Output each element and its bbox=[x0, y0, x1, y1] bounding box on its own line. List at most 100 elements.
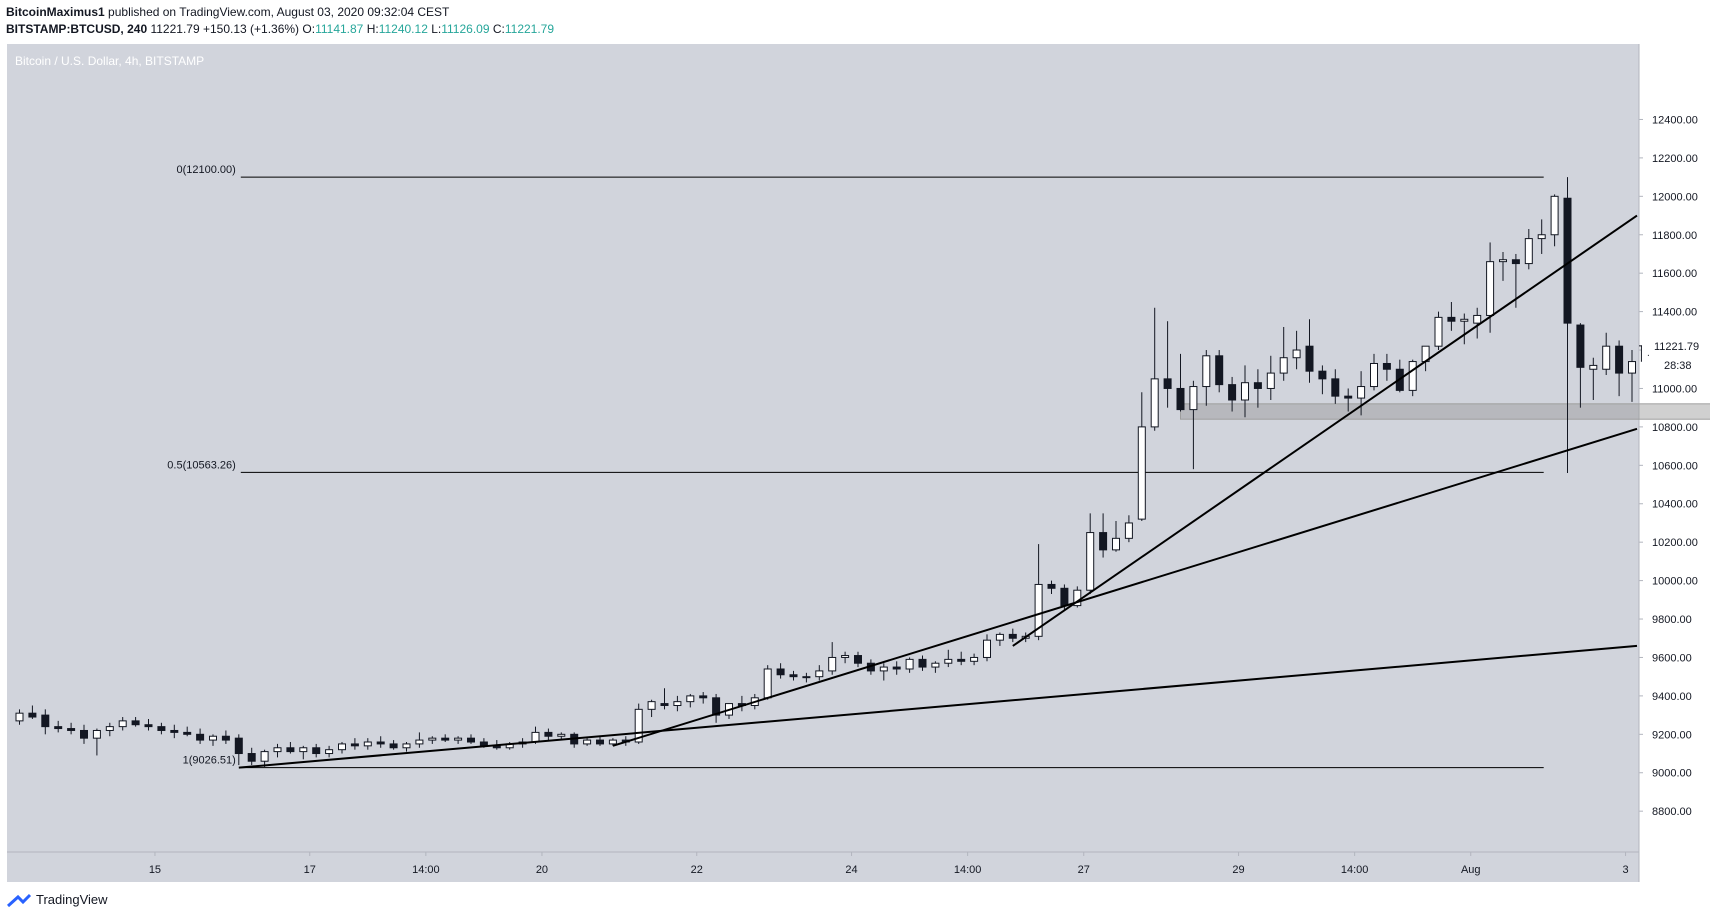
candle-bearish[interactable] bbox=[41, 709, 50, 735]
author-name[interactable]: BitcoinMaximus1 bbox=[6, 5, 105, 19]
candle-bearish[interactable] bbox=[854, 651, 862, 668]
candle-bearish[interactable] bbox=[183, 726, 192, 737]
candle-bullish[interactable] bbox=[879, 663, 888, 681]
candle-bullish[interactable] bbox=[1524, 228, 1533, 270]
candle-bullish[interactable] bbox=[15, 709, 24, 725]
tradingview-logo[interactable]: TradingView bbox=[6, 892, 108, 907]
candle-bullish[interactable] bbox=[970, 653, 979, 666]
candle-bullish[interactable] bbox=[454, 736, 463, 744]
candle-bullish[interactable] bbox=[931, 661, 940, 673]
candle-bullish[interactable] bbox=[1460, 313, 1469, 345]
candle-bullish[interactable] bbox=[260, 749, 269, 767]
candle-bullish[interactable] bbox=[1550, 194, 1559, 247]
candle-bullish[interactable] bbox=[802, 672, 811, 683]
candle-bullish[interactable] bbox=[1499, 252, 1507, 281]
candle-bullish[interactable] bbox=[1124, 515, 1133, 543]
candle-bullish[interactable] bbox=[1137, 392, 1146, 522]
candle-bearish[interactable] bbox=[234, 734, 243, 766]
candle-bearish[interactable] bbox=[892, 661, 901, 675]
candle-bearish[interactable] bbox=[544, 728, 553, 741]
candle-bullish[interactable] bbox=[647, 699, 656, 718]
candle-bullish[interactable] bbox=[209, 734, 217, 746]
candle-bearish[interactable] bbox=[1008, 628, 1017, 643]
candle-bullish[interactable] bbox=[325, 745, 334, 758]
candle-bearish[interactable] bbox=[712, 693, 721, 723]
candle-bearish[interactable] bbox=[286, 742, 295, 754]
candle-bearish[interactable] bbox=[441, 734, 450, 743]
candle-bearish[interactable] bbox=[1305, 319, 1314, 383]
candle-bearish[interactable] bbox=[699, 692, 708, 704]
candle-bullish[interactable] bbox=[1292, 330, 1301, 370]
candle-bullish[interactable] bbox=[1434, 311, 1443, 351]
candle-bearish[interactable] bbox=[1576, 323, 1585, 408]
candle-bearish[interactable] bbox=[170, 724, 179, 739]
candle-bearish[interactable] bbox=[1215, 350, 1224, 393]
candle-bullish[interactable] bbox=[815, 665, 824, 681]
candle-bearish[interactable] bbox=[1253, 369, 1262, 408]
candle-bearish[interactable] bbox=[196, 728, 205, 744]
candle-bearish[interactable] bbox=[131, 717, 140, 727]
candle-bullish[interactable] bbox=[363, 738, 372, 750]
candle-bearish[interactable] bbox=[789, 670, 798, 681]
candle-bearish[interactable] bbox=[596, 736, 604, 746]
candle-bullish[interactable] bbox=[118, 717, 127, 731]
candle-bullish[interactable] bbox=[1473, 307, 1482, 339]
candle-bullish[interactable] bbox=[1357, 371, 1366, 416]
candle-bullish[interactable] bbox=[763, 665, 772, 700]
candle-bearish[interactable] bbox=[1176, 353, 1185, 412]
candle-bullish[interactable] bbox=[402, 742, 411, 752]
candle-bullish[interactable] bbox=[105, 722, 114, 737]
candle-bearish[interactable] bbox=[389, 740, 398, 750]
candle-bullish[interactable] bbox=[1266, 355, 1275, 400]
candle-bearish[interactable] bbox=[1331, 369, 1340, 404]
trendline[interactable] bbox=[1012, 214, 1638, 647]
candle-bearish[interactable] bbox=[1047, 580, 1056, 595]
candle-bullish[interactable] bbox=[828, 642, 837, 675]
candle-bullish[interactable] bbox=[1086, 513, 1095, 595]
candle-bullish[interactable] bbox=[608, 738, 617, 746]
candle-bearish[interactable] bbox=[144, 718, 153, 731]
candle-bullish[interactable] bbox=[1034, 544, 1043, 641]
candle-bullish[interactable] bbox=[1202, 350, 1211, 406]
candle-bearish[interactable] bbox=[660, 688, 669, 710]
candle-bearish[interactable] bbox=[221, 730, 230, 744]
candle-bullish[interactable] bbox=[841, 651, 850, 664]
trendline[interactable] bbox=[612, 427, 1638, 747]
candle-bearish[interactable] bbox=[1228, 376, 1237, 412]
candle-bearish[interactable] bbox=[312, 743, 321, 758]
candle-bearish[interactable] bbox=[247, 747, 256, 766]
candle-bearish[interactable] bbox=[54, 720, 63, 733]
trendlines[interactable] bbox=[238, 214, 1638, 769]
candle-bearish[interactable] bbox=[67, 722, 76, 735]
candle-bullish[interactable] bbox=[1408, 359, 1417, 397]
candle-bearish[interactable] bbox=[1615, 340, 1624, 397]
candle-bullish[interactable] bbox=[1279, 326, 1288, 381]
candle-bullish[interactable] bbox=[1241, 365, 1249, 418]
candle-bearish[interactable] bbox=[776, 663, 785, 679]
candle-bullish[interactable] bbox=[1112, 521, 1120, 552]
candle-bearish[interactable] bbox=[350, 738, 359, 750]
candle-bearish[interactable] bbox=[1318, 365, 1327, 395]
candle-bearish[interactable] bbox=[1447, 302, 1456, 331]
candle-bullish[interactable] bbox=[673, 695, 682, 712]
candle-bearish[interactable] bbox=[1099, 513, 1108, 558]
candle-bullish[interactable] bbox=[415, 732, 424, 748]
candle-bullish[interactable] bbox=[299, 745, 308, 760]
candle-bearish[interactable] bbox=[918, 655, 927, 671]
candle-bullish[interactable] bbox=[1628, 350, 1636, 402]
candle-bullish[interactable] bbox=[983, 634, 991, 662]
candle-bullish[interactable] bbox=[1370, 353, 1378, 391]
candle-bullish[interactable] bbox=[1589, 357, 1598, 400]
candle-bearish[interactable] bbox=[1382, 353, 1391, 381]
candle-bearish[interactable] bbox=[376, 736, 385, 748]
candle-bearish[interactable] bbox=[1344, 388, 1353, 412]
candle-bearish[interactable] bbox=[957, 651, 966, 666]
candle-bullish[interactable] bbox=[1189, 380, 1198, 470]
candle-bullish[interactable] bbox=[92, 728, 101, 756]
candle-bearish[interactable] bbox=[467, 734, 475, 744]
candle-bullish[interactable] bbox=[273, 743, 282, 758]
candle-bullish[interactable] bbox=[686, 693, 695, 708]
trendline[interactable] bbox=[238, 644, 1638, 769]
